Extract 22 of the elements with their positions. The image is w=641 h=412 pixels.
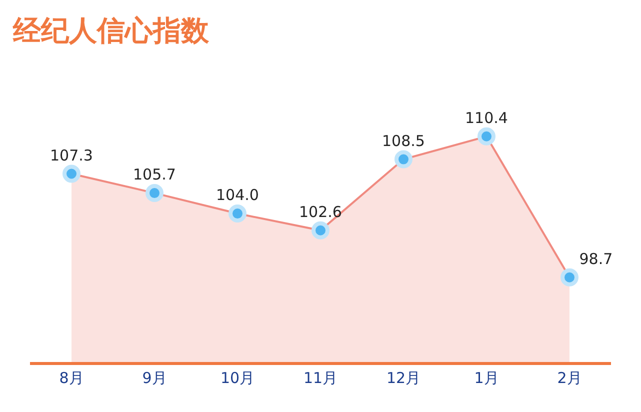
data-label: 110.4 <box>465 108 508 127</box>
point <box>478 127 496 146</box>
x-tick-label: 9月 <box>142 369 167 387</box>
point <box>312 221 330 240</box>
data-label: 98.7 <box>579 250 613 268</box>
x-tick-label: 11月 <box>303 369 338 387</box>
data-label: 105.7 <box>133 166 176 184</box>
data-label: 104.0 <box>216 186 259 204</box>
x-tick-label: 8月 <box>59 369 84 387</box>
x-tick-label: 1月 <box>474 369 499 387</box>
data-label: 102.6 <box>299 202 342 221</box>
x-tick-label: 10月 <box>220 369 255 387</box>
point <box>394 150 412 168</box>
point <box>146 184 164 202</box>
x-tick-label: 12月 <box>386 369 421 387</box>
x-tick-label: 2月 <box>557 369 582 387</box>
data-label: 108.5 <box>382 132 425 150</box>
point <box>62 164 80 183</box>
point <box>228 204 246 223</box>
point <box>560 268 578 286</box>
data-label: 107.3 <box>50 146 93 164</box>
chart-title: 经纪人信心指数 <box>12 14 210 48</box>
